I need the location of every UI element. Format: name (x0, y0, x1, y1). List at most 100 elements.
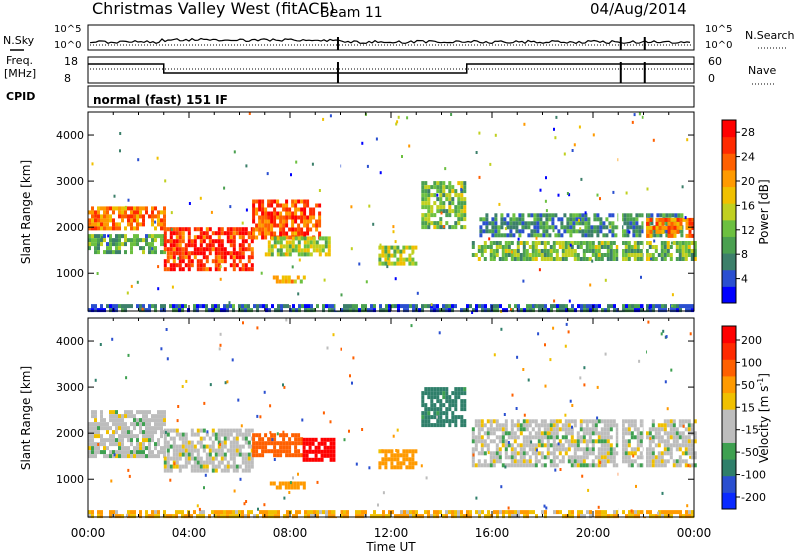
heatmap-cell (206, 430, 209, 434)
heatmap-cell (554, 233, 558, 238)
heatmap-cell (405, 453, 409, 458)
heatmap-cell (504, 439, 508, 444)
heatmap-cell (277, 304, 280, 309)
heatmap-cell (172, 227, 176, 232)
heatmap-cell (439, 399, 443, 404)
heatmap-cell (142, 250, 145, 255)
heatmap-cell (609, 253, 613, 257)
heatmap-cell (118, 206, 121, 211)
heatmap-cell (163, 464, 167, 469)
heatmap-cell (279, 215, 283, 220)
heatmap-cell (656, 233, 660, 238)
heatmap-cell (584, 229, 588, 234)
heatmap-cell (451, 201, 455, 206)
heatmap-cell (575, 229, 579, 234)
heatmap-cell (255, 211, 259, 216)
colorbar-frame (721, 119, 737, 304)
heatmap-cell (112, 226, 115, 231)
heatmap-cell (136, 418, 139, 423)
heatmap-cell (285, 433, 289, 438)
heatmap-cell (687, 447, 691, 452)
heatmap-cell (515, 217, 519, 222)
heatmap-cell (115, 514, 118, 519)
heatmap-cell (241, 468, 245, 473)
heatmap-cell (600, 431, 604, 436)
heatmap-cell (393, 249, 397, 254)
heatmap-cell (573, 443, 577, 448)
heatmap-cell (533, 221, 537, 226)
heatmap-cell (522, 423, 526, 428)
heatmap-cell (202, 448, 206, 453)
heatmap-cell (88, 434, 91, 439)
heatmap-cell (557, 193, 560, 197)
heatmap-cell (311, 441, 315, 446)
heatmap-cell (403, 514, 406, 519)
heatmap-cell (291, 244, 295, 249)
heatmap-cell (316, 304, 319, 309)
heatmap-cell (604, 514, 607, 519)
heatmap-cell (600, 435, 604, 440)
heatmap-cell (411, 449, 415, 454)
heatmap-cell (669, 257, 673, 261)
heatmap-cell (534, 419, 538, 424)
heatmap-cell (121, 234, 124, 239)
heatmap-cell (258, 433, 262, 438)
heatmap-cell (130, 430, 133, 435)
heatmap-cell (637, 304, 640, 309)
heatmap-cell (658, 229, 662, 234)
heatmap-cell (169, 263, 173, 268)
heatmap-cell (549, 427, 553, 432)
heatmap-cell (421, 181, 425, 186)
heatmap-cell (130, 422, 133, 427)
heatmap-cell (160, 410, 163, 415)
heatmap-cell (352, 356, 355, 360)
heatmap-cell (88, 226, 91, 231)
heatmap-cell (503, 413, 506, 416)
heatmap-cell (346, 514, 349, 519)
heatmap-cell (127, 206, 130, 211)
heatmap-cell (163, 418, 166, 423)
heatmap-cell (445, 514, 448, 519)
heatmap-cell (495, 249, 499, 253)
heatmap-cell (641, 213, 645, 218)
heatmap-cell (686, 138, 689, 142)
heatmap-cell (517, 510, 520, 515)
heatmap-cell (285, 231, 289, 236)
heatmap-cell (94, 378, 97, 382)
heatmap-cell (154, 442, 157, 447)
heatmap-cell (579, 439, 583, 444)
heatmap-cell (641, 229, 645, 234)
heatmap-cell (273, 240, 277, 245)
heatmap-cell (501, 427, 505, 432)
heatmap-cell (561, 459, 565, 464)
heatmap-cell (247, 247, 251, 252)
heatmap-cell (544, 199, 547, 203)
heatmap-cell (109, 442, 112, 447)
heatmap-cell (112, 250, 115, 255)
heatmap-cell (693, 249, 697, 253)
heatmap-cell (460, 213, 464, 218)
heatmap-cell (564, 435, 568, 440)
heatmap-cell (306, 219, 310, 224)
heatmap-cell (687, 451, 691, 456)
heatmap-cell (217, 460, 221, 465)
heatmap-cell (106, 214, 109, 219)
heatmap-cell (663, 463, 667, 468)
heatmap-cell (469, 304, 472, 309)
heatmap-cell (292, 476, 294, 480)
heatmap-cell (486, 427, 490, 432)
heatmap-cell (632, 225, 636, 230)
heatmap-cell (525, 419, 529, 424)
heatmap-cell (91, 214, 94, 219)
heatmap-cell (109, 206, 112, 211)
heatmap-cell (297, 248, 301, 253)
heatmap-cell (301, 418, 304, 422)
heatmap-cell (252, 433, 256, 438)
heatmap-cell (193, 255, 197, 260)
y-tick-label: 4000 (56, 335, 84, 348)
heatmap-cell (199, 304, 202, 309)
heatmap-cell (451, 225, 455, 230)
heatmap-cell (488, 229, 492, 234)
heatmap-cell (518, 233, 522, 238)
